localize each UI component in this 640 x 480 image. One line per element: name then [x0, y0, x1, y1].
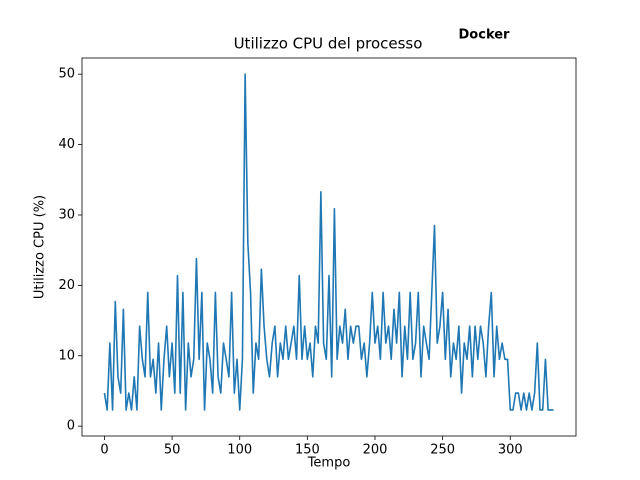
x-axis-label: Tempo	[307, 456, 351, 471]
y-axis-label: Utilizzo CPU (%)	[33, 195, 48, 299]
x-tick-label: 250	[430, 443, 455, 458]
line-series	[103, 73, 554, 411]
y-tick-label: 40	[58, 137, 75, 152]
x-tick-label: 50	[164, 443, 181, 458]
x-tick-label: 0	[100, 443, 108, 458]
y-tick-label: 0	[67, 419, 75, 434]
y-tick-label: 30	[58, 207, 75, 222]
x-tick-label: 150	[295, 443, 320, 458]
y-tick-label: 50	[58, 67, 75, 82]
y-tick-label: 20	[58, 278, 75, 293]
x-tick-label: 100	[227, 443, 252, 458]
x-tick-label: 200	[363, 443, 388, 458]
chart-title: Utilizzo CPU del processo	[234, 35, 423, 53]
x-tick-label: 300	[498, 443, 523, 458]
annotation: Docker	[459, 28, 511, 43]
y-tick-label: 10	[58, 348, 75, 363]
plot-frame	[81, 57, 577, 437]
